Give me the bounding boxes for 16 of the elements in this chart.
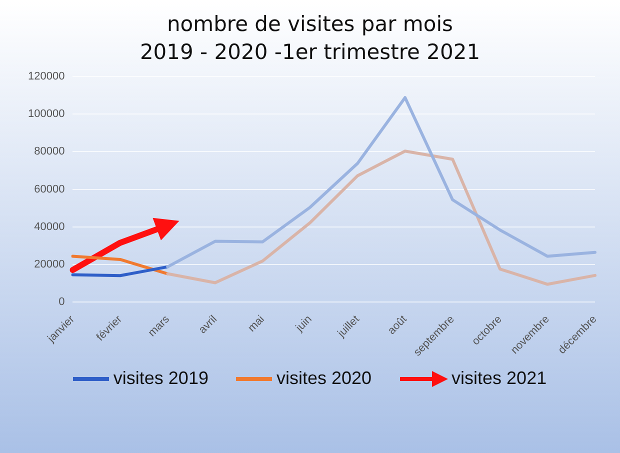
legend-label: visites 2021 <box>452 368 547 389</box>
legend-label: visites 2020 <box>276 368 372 389</box>
legend-label: visites 2019 <box>113 368 208 389</box>
y-tick-label: 0 <box>58 296 65 308</box>
x-tick-label: mai <box>246 313 267 334</box>
x-tick-label: juin <box>293 313 314 335</box>
chart-subtitle: 2019 - 2020 -1er trimestre 2021 <box>138 39 482 66</box>
y-tick-label: 100000 <box>28 108 65 120</box>
x-tick-label: avril <box>196 313 220 336</box>
chart-title: nombre de visites par mois <box>166 11 454 38</box>
x-tick-label: août <box>386 313 410 337</box>
y-tick-label: 120000 <box>28 70 65 83</box>
y-tick-label: 20000 <box>34 258 65 270</box>
y-tick-label: 40000 <box>34 220 65 233</box>
y-tick-label: 60000 <box>34 183 65 196</box>
y-tick-label: 80000 <box>34 146 65 158</box>
